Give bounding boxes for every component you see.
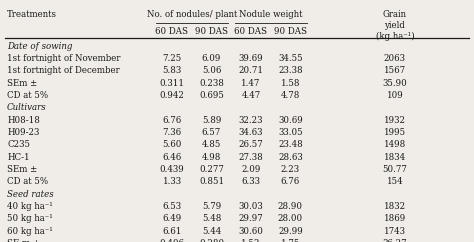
Text: CD at 5%: CD at 5%: [7, 177, 48, 186]
Text: 30.60: 30.60: [238, 227, 264, 235]
Text: 40 kg ha⁻¹: 40 kg ha⁻¹: [7, 202, 53, 211]
Text: 29.99: 29.99: [278, 227, 303, 235]
Text: 4.85: 4.85: [202, 140, 221, 149]
Text: 2.09: 2.09: [241, 165, 261, 174]
Text: 28.90: 28.90: [278, 202, 303, 211]
Text: 0.695: 0.695: [199, 91, 224, 100]
Text: 5.89: 5.89: [202, 115, 221, 125]
Text: CD at 5%: CD at 5%: [7, 91, 48, 100]
Text: SEm ±: SEm ±: [7, 165, 37, 174]
Text: 7.36: 7.36: [163, 128, 182, 137]
Text: 0.406: 0.406: [159, 239, 184, 242]
Text: 1498: 1498: [384, 140, 406, 149]
Text: SE m ±: SE m ±: [7, 239, 40, 242]
Text: 0.238: 0.238: [199, 79, 224, 88]
Text: 1.53: 1.53: [241, 239, 261, 242]
Text: 1995: 1995: [384, 128, 406, 137]
Text: 5.83: 5.83: [162, 66, 182, 75]
Text: 27.38: 27.38: [238, 152, 264, 162]
Text: 6.76: 6.76: [162, 115, 182, 125]
Text: C235: C235: [7, 140, 30, 149]
Text: 23.38: 23.38: [278, 66, 303, 75]
Text: 34.55: 34.55: [278, 54, 303, 63]
Text: 30.69: 30.69: [278, 115, 303, 125]
Text: 1st fortnight of November: 1st fortnight of November: [7, 54, 120, 63]
Text: 29.97: 29.97: [238, 214, 264, 223]
Text: 0.280: 0.280: [199, 239, 224, 242]
Text: 35.90: 35.90: [383, 79, 407, 88]
Text: 6.33: 6.33: [241, 177, 260, 186]
Text: 32.23: 32.23: [239, 115, 263, 125]
Text: 6.61: 6.61: [162, 227, 182, 235]
Text: 90 DAS: 90 DAS: [274, 27, 307, 36]
Text: 2.23: 2.23: [281, 165, 300, 174]
Text: 109: 109: [387, 91, 403, 100]
Text: 28.63: 28.63: [278, 152, 303, 162]
Text: 4.98: 4.98: [202, 152, 221, 162]
Text: 60 DAS: 60 DAS: [155, 27, 189, 36]
Text: HC-1: HC-1: [7, 152, 30, 162]
Text: 5.48: 5.48: [202, 214, 221, 223]
Text: No. of nodules/ plant: No. of nodules/ plant: [146, 9, 237, 19]
Text: 5.06: 5.06: [202, 66, 221, 75]
Text: 0.439: 0.439: [160, 165, 184, 174]
Text: Nodule weight: Nodule weight: [239, 9, 302, 19]
Text: 1.33: 1.33: [163, 177, 182, 186]
Text: 5.60: 5.60: [162, 140, 182, 149]
Text: 1.75: 1.75: [281, 239, 300, 242]
Text: 28.00: 28.00: [278, 214, 303, 223]
Text: 36.27: 36.27: [383, 239, 407, 242]
Text: 5.79: 5.79: [202, 202, 221, 211]
Text: 5.44: 5.44: [202, 227, 221, 235]
Text: 39.69: 39.69: [238, 54, 263, 63]
Text: 20.71: 20.71: [238, 66, 264, 75]
Text: 6.53: 6.53: [163, 202, 182, 211]
Text: 34.63: 34.63: [239, 128, 263, 137]
Text: Treatments: Treatments: [7, 9, 57, 19]
Text: 1567: 1567: [384, 66, 406, 75]
Text: 0.942: 0.942: [160, 91, 184, 100]
Text: 1743: 1743: [384, 227, 406, 235]
Text: 4.47: 4.47: [241, 91, 261, 100]
Text: 1869: 1869: [384, 214, 406, 223]
Text: 60 DAS: 60 DAS: [235, 27, 267, 36]
Text: 50 kg ha⁻¹: 50 kg ha⁻¹: [7, 214, 53, 223]
Text: H09-23: H09-23: [7, 128, 39, 137]
Text: 1932: 1932: [384, 115, 406, 125]
Text: 50.77: 50.77: [383, 165, 407, 174]
Text: H08-18: H08-18: [7, 115, 40, 125]
Text: 1834: 1834: [384, 152, 406, 162]
Text: 1.47: 1.47: [241, 79, 261, 88]
Text: 0.851: 0.851: [199, 177, 224, 186]
Text: 1832: 1832: [384, 202, 406, 211]
Text: 4.78: 4.78: [281, 91, 300, 100]
Text: 6.76: 6.76: [281, 177, 300, 186]
Text: 1st fortnight of December: 1st fortnight of December: [7, 66, 120, 75]
Text: 6.49: 6.49: [162, 214, 182, 223]
Text: SEm ±: SEm ±: [7, 79, 37, 88]
Text: 23.48: 23.48: [278, 140, 303, 149]
Text: 90 DAS: 90 DAS: [195, 27, 228, 36]
Text: 2063: 2063: [384, 54, 406, 63]
Text: Cultivars: Cultivars: [7, 103, 46, 112]
Text: 30.03: 30.03: [238, 202, 264, 211]
Text: Seed rates: Seed rates: [7, 189, 54, 198]
Text: 0.277: 0.277: [199, 165, 224, 174]
Text: Grain
yield
(kg ha⁻¹): Grain yield (kg ha⁻¹): [375, 9, 414, 41]
Text: 6.57: 6.57: [202, 128, 221, 137]
Text: 6.46: 6.46: [162, 152, 182, 162]
Text: Date of sowing: Date of sowing: [7, 42, 73, 51]
Text: 7.25: 7.25: [162, 54, 182, 63]
Text: 1.58: 1.58: [281, 79, 300, 88]
Text: 154: 154: [387, 177, 403, 186]
Text: 0.311: 0.311: [159, 79, 184, 88]
Text: 26.57: 26.57: [238, 140, 264, 149]
Text: 60 kg ha⁻¹: 60 kg ha⁻¹: [7, 227, 53, 235]
Text: 33.05: 33.05: [278, 128, 303, 137]
Text: 6.09: 6.09: [202, 54, 221, 63]
